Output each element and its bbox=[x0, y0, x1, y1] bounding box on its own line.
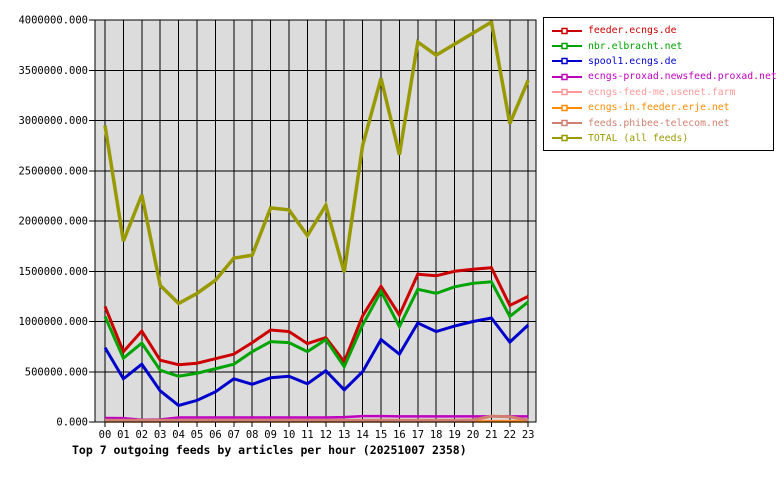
y-tick-label: 4000000.000 bbox=[18, 15, 88, 27]
feeds-line-chart: 00 01 02 03 04 05 06 07 08 09 10 11 12 13 14 15 16 17 18 19… bbox=[18, 15, 537, 441]
x-tick-label: 11 bbox=[301, 429, 314, 441]
x-tick-label: 08 bbox=[246, 429, 259, 441]
x-tick-label: 05 bbox=[191, 429, 204, 441]
legend-item: spool1.ecngs.de bbox=[548, 54, 769, 69]
y-tick-label: 3000000.000 bbox=[18, 115, 88, 127]
series-line-feeder.ecngs.de bbox=[103, 266, 529, 367]
legend-marker-icon bbox=[552, 104, 582, 111]
y-tick-label: 2500000.000 bbox=[18, 165, 88, 177]
x-tick-label: 21 bbox=[485, 429, 498, 441]
y-tick-label: 1500000.000 bbox=[18, 266, 88, 278]
x-tick-label: 19 bbox=[448, 429, 461, 441]
x-tick-label: 10 bbox=[283, 429, 296, 441]
x-tick-label: 13 bbox=[338, 429, 351, 441]
series-line-nbr.elbracht.net bbox=[103, 280, 530, 378]
series-line-feeds.phibee-telecom.net bbox=[105, 414, 529, 422]
grid-lines bbox=[95, 19, 536, 422]
x-tick-label: 04 bbox=[172, 429, 185, 441]
legend-marker-icon bbox=[552, 73, 582, 81]
legend-marker-icon bbox=[552, 89, 582, 96]
y-tick-label: 0.000 bbox=[56, 417, 88, 429]
legend-item: TOTAL (all feeds) bbox=[548, 131, 769, 146]
x-tick-label: 01 bbox=[117, 429, 130, 441]
legend-marker-icon bbox=[552, 27, 582, 34]
legend-item: ecngs-feed-me.usenet.farm bbox=[548, 85, 769, 100]
y-tick-label: 1000000.000 bbox=[18, 316, 88, 328]
legend-marker-icon bbox=[552, 58, 582, 65]
x-tick-label: 03 bbox=[154, 429, 167, 441]
x-tick-label: 14 bbox=[356, 429, 369, 441]
x-tick-label: 09 bbox=[264, 429, 277, 441]
x-tick-label: 02 bbox=[135, 429, 148, 441]
x-tick-label: 07 bbox=[227, 429, 240, 441]
x-tick-label: 06 bbox=[209, 429, 222, 441]
legend-label: TOTAL (all feeds) bbox=[588, 132, 689, 144]
x-tick-label: 12 bbox=[319, 429, 332, 441]
x-tick-label: 22 bbox=[503, 429, 516, 441]
legend-marker-icon bbox=[552, 135, 582, 142]
legend-item: ecngs-in.feeder.erje.net bbox=[548, 100, 769, 115]
chart-title: Top 7 outgoing feeds by articles per hou… bbox=[72, 443, 467, 457]
legend-item: ecngs-proxad.newsfeed.proxad.net bbox=[548, 69, 777, 84]
series-line-TOTAL (all feeds) bbox=[103, 19, 530, 306]
x-tick-label: 17 bbox=[411, 429, 424, 441]
legend-label: feeder.ecngs.de bbox=[588, 25, 677, 37]
y-tick-label: 2000000.000 bbox=[18, 216, 88, 228]
series-line-spool1.ecngs.de bbox=[103, 316, 530, 408]
legend-label: ecngs-proxad.newsfeed.proxad.net bbox=[588, 71, 777, 83]
x-tick-labels: 00 01 02 03 04 05 06 07 08 09 10 11 12 13 14 15 16 17 18 19… bbox=[99, 429, 535, 441]
legend-marker-icon bbox=[552, 42, 582, 50]
x-tick-label: 20 bbox=[467, 429, 480, 441]
legend-item: feeds.phibee-telecom.net bbox=[548, 115, 769, 130]
x-tick-label: 15 bbox=[375, 429, 388, 441]
x-tick-label: 00 bbox=[99, 429, 112, 441]
legend-item: nbr.elbracht.net bbox=[548, 38, 769, 53]
legend-label: feeds.phibee-telecom.net bbox=[588, 117, 730, 129]
legend-item: feeder.ecngs.de bbox=[548, 23, 769, 38]
legend-marker-icon bbox=[552, 119, 582, 127]
y-tick-labels: 0.000 500000.000 1000000.000 1500000.000 200… bbox=[18, 15, 88, 429]
legend-label: ecngs-feed-me.usenet.farm bbox=[588, 86, 736, 98]
y-tick-label: 500000.000 bbox=[25, 366, 88, 378]
legend-label: nbr.elbracht.net bbox=[588, 40, 683, 52]
x-tick-label: 16 bbox=[393, 429, 406, 441]
legend-label: ecngs-in.feeder.erje.net bbox=[588, 102, 730, 114]
series-line-ecngs-proxad.newsfeed.proxad.net bbox=[104, 414, 529, 422]
legend: feeder.ecngs.de nbr.elbracht.net spool1.ec… bbox=[543, 17, 777, 152]
x-tick-label: 18 bbox=[430, 429, 443, 441]
legend-label: spool1.ecngs.de bbox=[588, 55, 677, 67]
y-tick-label: 3500000.000 bbox=[18, 65, 88, 77]
axis-ticks bbox=[89, 19, 529, 427]
x-tick-label: 23 bbox=[522, 429, 535, 441]
